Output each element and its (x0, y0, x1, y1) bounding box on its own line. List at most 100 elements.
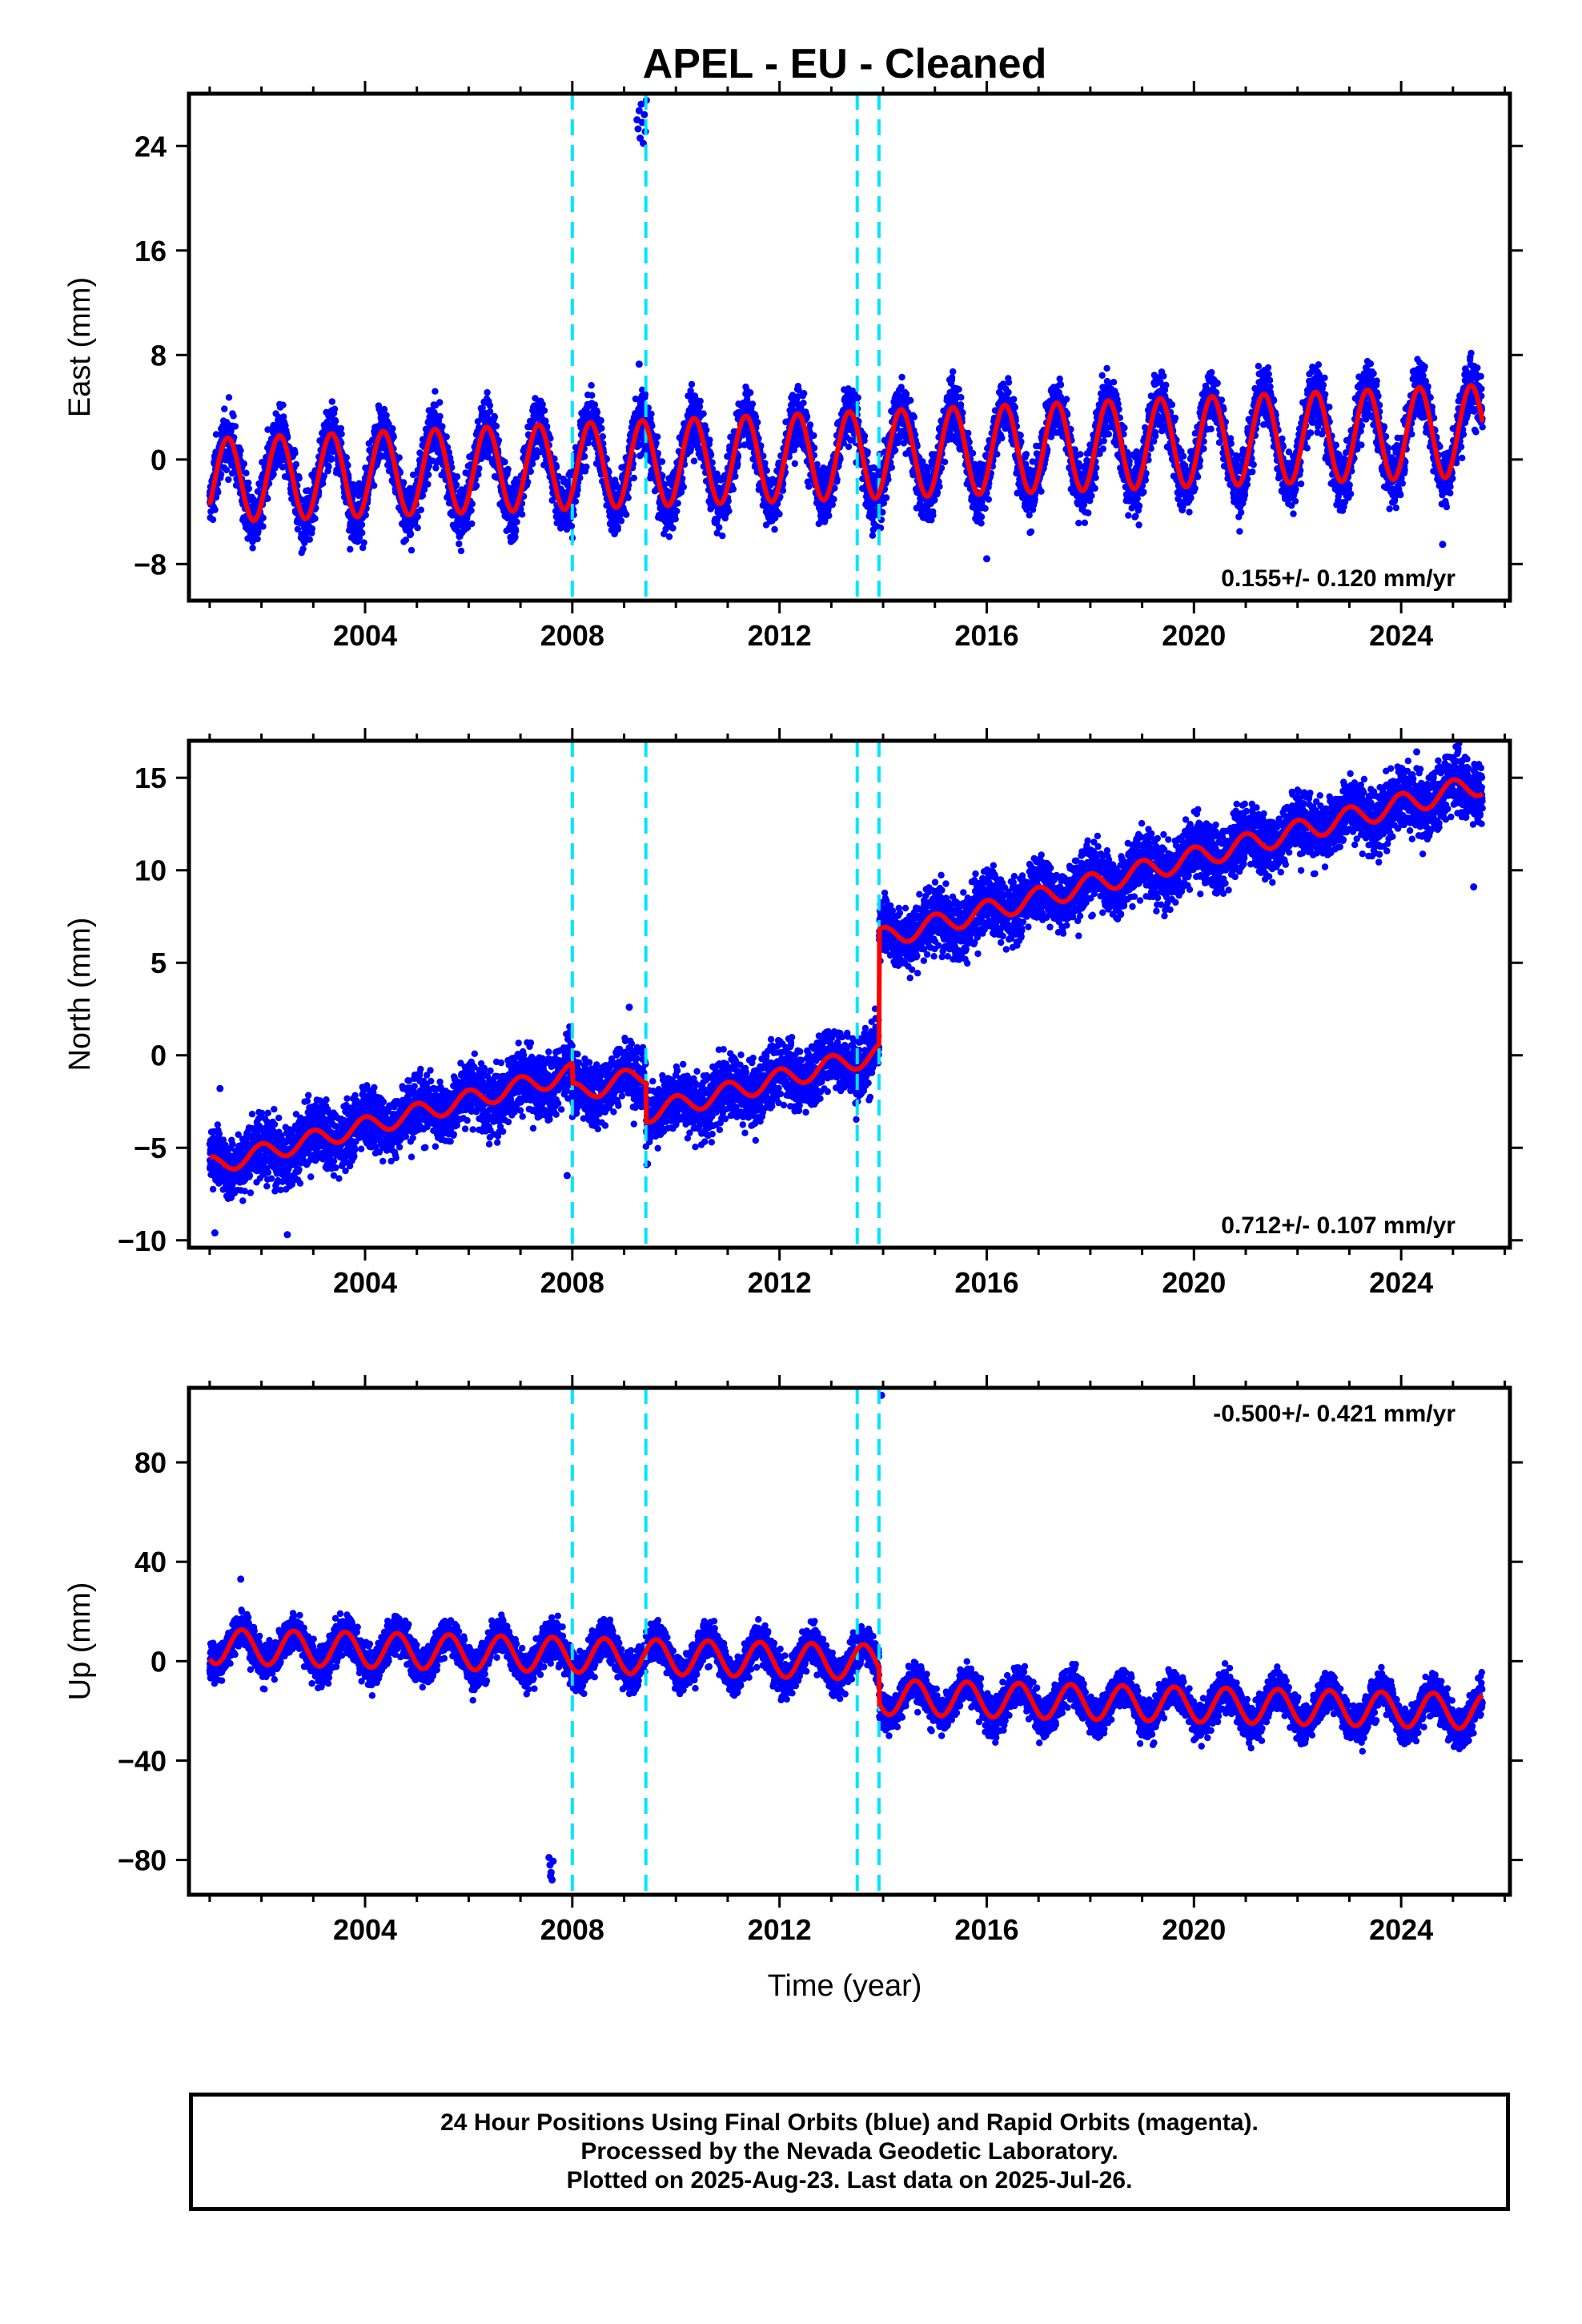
data-point (358, 521, 366, 529)
data-point (320, 472, 327, 480)
data-point (674, 500, 681, 507)
data-point (308, 525, 316, 533)
data-point (407, 530, 415, 537)
data-point (888, 464, 896, 471)
data-point (669, 525, 677, 532)
data-point (380, 405, 388, 413)
data-point (243, 469, 250, 476)
data-point (703, 426, 710, 434)
data-point (425, 471, 432, 479)
data-point (492, 422, 500, 430)
data-point (950, 368, 957, 376)
data-point (690, 457, 698, 464)
data-point (443, 433, 450, 440)
data-point (259, 523, 267, 530)
data-point (825, 512, 833, 520)
data-point (597, 416, 604, 424)
data-point (716, 524, 723, 531)
data-point (583, 463, 590, 471)
data-point (311, 515, 319, 522)
data-point (347, 545, 354, 553)
data-point (371, 482, 378, 489)
data-point (734, 460, 741, 468)
data-point (869, 532, 877, 539)
data-point (292, 460, 299, 468)
data-point (542, 417, 549, 424)
data-point (598, 424, 605, 432)
data-point (400, 479, 408, 486)
data-point (588, 382, 595, 389)
data-point (761, 460, 769, 467)
data-point (436, 399, 444, 406)
data-point (327, 455, 335, 462)
data-point (472, 482, 480, 489)
data-point (215, 489, 222, 496)
data-point (282, 422, 289, 429)
data-point (468, 520, 476, 528)
data-point (892, 447, 899, 454)
data-point (456, 540, 463, 548)
data-point (294, 525, 302, 533)
data-point (501, 458, 508, 466)
data-point (436, 412, 444, 420)
data-point (383, 412, 390, 419)
data-point (568, 522, 576, 530)
data-point (630, 474, 637, 482)
data-point (225, 476, 232, 484)
data-point (539, 400, 546, 408)
data-point (432, 388, 439, 395)
data-point (349, 491, 357, 498)
plot-area (206, 94, 1486, 601)
data-point (484, 388, 491, 396)
data-point (414, 513, 421, 521)
data-point (491, 413, 498, 420)
data-point (673, 508, 681, 515)
data-point (623, 511, 630, 518)
data-point (475, 471, 482, 478)
data-point (359, 529, 366, 537)
data-point (624, 494, 632, 501)
data-point (672, 516, 679, 523)
data-point (360, 539, 367, 546)
data-point (931, 497, 938, 504)
data-point (211, 506, 219, 513)
data-point (212, 431, 220, 438)
data-point (280, 413, 287, 420)
data-point (830, 496, 837, 503)
data-point (898, 373, 905, 381)
data-point (806, 421, 814, 428)
data-point (776, 510, 783, 518)
data-point (325, 463, 332, 471)
data-point (791, 460, 798, 468)
data-point (468, 501, 476, 508)
data-point (910, 413, 918, 420)
data-point (221, 405, 228, 412)
data-point (729, 485, 737, 493)
data-point (593, 408, 601, 416)
data-point (512, 527, 520, 535)
data-point (390, 433, 397, 440)
data-point (217, 471, 225, 478)
data-point (245, 479, 252, 487)
data-point (732, 472, 739, 480)
data-point (706, 436, 713, 444)
data-point (614, 525, 621, 533)
data-point (654, 433, 661, 440)
data-point (338, 430, 345, 438)
data-point (264, 495, 271, 502)
data-point (936, 483, 943, 490)
data-point (439, 423, 446, 430)
data-point (941, 458, 949, 465)
data-point (301, 539, 308, 546)
data-point (801, 390, 808, 397)
data-point (419, 492, 427, 499)
data-point (344, 461, 351, 469)
data-point (700, 410, 707, 417)
data-point (417, 506, 424, 513)
data-point (845, 443, 853, 451)
data-point (771, 525, 778, 533)
data-point (763, 467, 770, 474)
data-point (259, 514, 267, 521)
data-point (747, 389, 754, 396)
data-point (486, 402, 494, 409)
